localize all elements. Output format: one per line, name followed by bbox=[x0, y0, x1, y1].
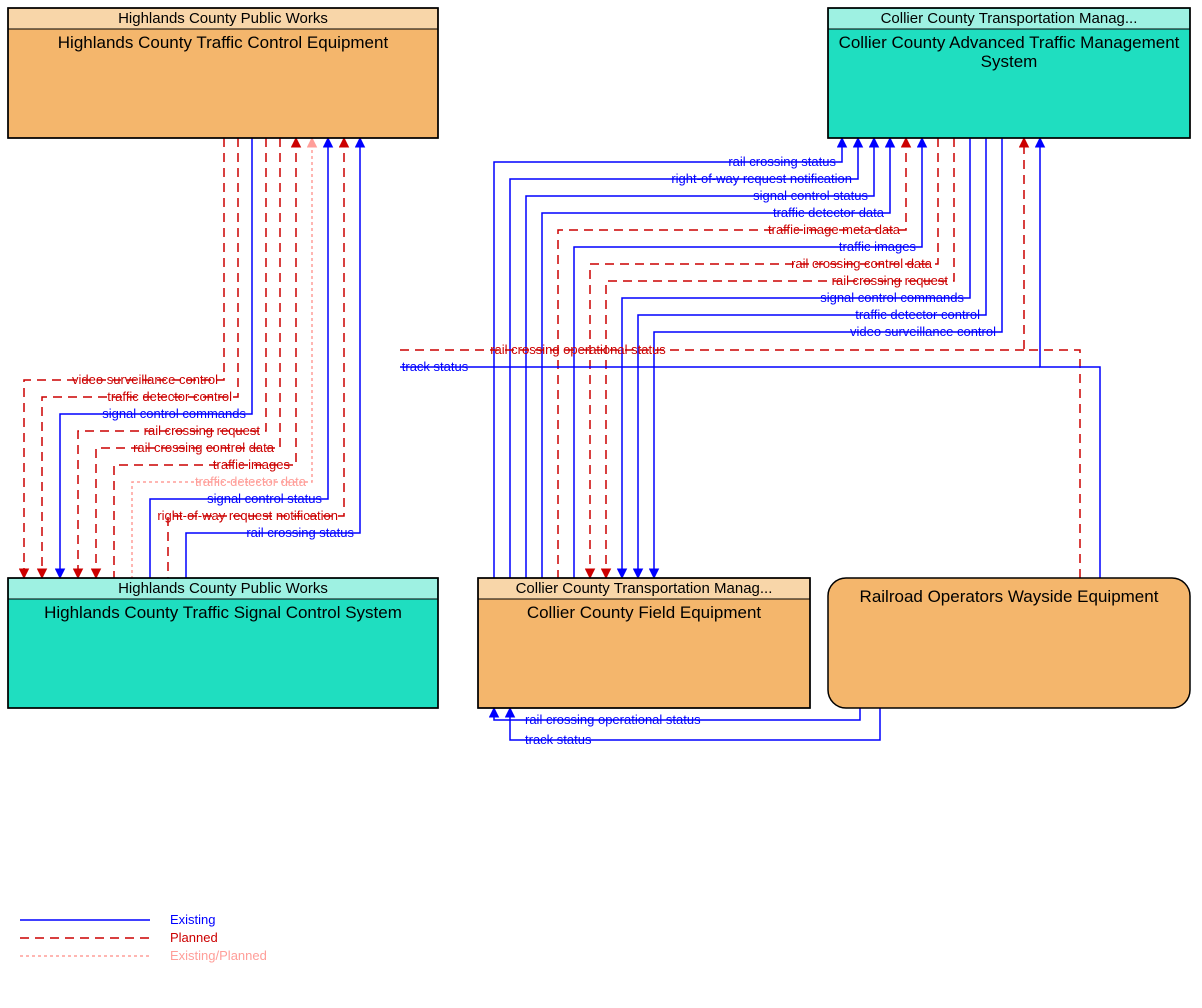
architecture-diagram: video surveillance control traffic detect… bbox=[0, 0, 1202, 1008]
svg-text:Highlands County Traffic Signa: Highlands County Traffic Signal Control … bbox=[44, 603, 402, 622]
svg-text:System: System bbox=[981, 52, 1038, 71]
legend-label: Planned bbox=[170, 930, 218, 945]
flow-label: right-of-way request notification bbox=[671, 171, 852, 186]
node-header: Collier County Transportation Manag... bbox=[881, 10, 1138, 27]
legend-label: Existing/Planned bbox=[170, 948, 267, 963]
flow: traffic detector data bbox=[542, 138, 890, 578]
node-collier_atms: Collier County Transportation Manag... Co… bbox=[828, 8, 1190, 138]
node-collier_field: Collier County Transportation Manag... Co… bbox=[478, 578, 810, 708]
flow-label: rail crossing operational status bbox=[490, 342, 666, 357]
flow-label: traffic detector control bbox=[855, 307, 980, 322]
svg-text:Collier County Advanced Traffi: Collier County Advanced Traffic Manageme… bbox=[839, 33, 1180, 52]
flow-label: right-of-way request notification bbox=[157, 508, 338, 523]
flow-label: traffic images bbox=[839, 239, 917, 254]
flow: rail crossing control data bbox=[590, 138, 938, 578]
flow: video surveillance control bbox=[654, 138, 1002, 578]
flow-label: rail crossing status bbox=[728, 154, 836, 169]
svg-text:Collier County Field Equipment: Collier County Field Equipment bbox=[527, 603, 762, 622]
flow-label: video surveillance control bbox=[850, 324, 996, 339]
flow-label: rail crossing request bbox=[832, 273, 949, 288]
flow-label: signal control status bbox=[753, 188, 868, 203]
flow-label: signal control status bbox=[207, 491, 322, 506]
flow: signal control status bbox=[526, 138, 874, 578]
node-header: Highlands County Public Works bbox=[118, 580, 328, 597]
node-highlands_signal: Highlands County Public Works Highlands C… bbox=[8, 578, 438, 708]
flow-label: traffic image meta data bbox=[768, 222, 901, 237]
flow: track status bbox=[400, 138, 1100, 578]
flow-label: traffic images bbox=[213, 457, 291, 472]
flow: right-of-way request notification bbox=[157, 138, 344, 578]
flow: signal control commands bbox=[622, 138, 970, 578]
flow-label: traffic detector control bbox=[107, 389, 232, 404]
flow-label: rail crossing request bbox=[144, 423, 261, 438]
node-highlands_equipment: Highlands County Public Works Highlands C… bbox=[8, 8, 438, 138]
legend-label: Existing bbox=[170, 912, 216, 927]
node-railroad_wayside: Railroad Operators Wayside Equipment bbox=[828, 578, 1190, 708]
svg-text:Railroad Operators Wayside Equ: Railroad Operators Wayside Equipment bbox=[860, 587, 1159, 606]
flow-label: rail crossing control data bbox=[133, 440, 275, 455]
flow-label: rail crossing operational status bbox=[525, 712, 701, 727]
flow: traffic image meta data bbox=[558, 138, 906, 578]
node-header: Highlands County Public Works bbox=[118, 10, 328, 27]
svg-text:Highlands County Traffic Contr: Highlands County Traffic Control Equipme… bbox=[58, 33, 389, 52]
flow: rail crossing operational status bbox=[400, 138, 1080, 578]
flow: traffic images bbox=[574, 138, 922, 578]
flow-label: rail crossing status bbox=[246, 525, 354, 540]
flow: rail crossing request bbox=[606, 138, 954, 578]
node-header: Collier County Transportation Manag... bbox=[516, 580, 773, 597]
flow: right-of-way request notification bbox=[510, 138, 858, 578]
flow: traffic detector control bbox=[638, 138, 986, 578]
flow-label: video surveillance control bbox=[72, 372, 218, 387]
flow-label: track status bbox=[525, 732, 592, 747]
flow: rail crossing operational status bbox=[494, 708, 860, 727]
flow-label: signal control commands bbox=[102, 406, 246, 421]
flow-label: traffic detector data bbox=[773, 205, 885, 220]
flow-label: rail crossing control data bbox=[791, 256, 933, 271]
flow-label: traffic detector data bbox=[195, 474, 307, 489]
flow: rail crossing status bbox=[494, 138, 842, 578]
flow-label: signal control commands bbox=[820, 290, 964, 305]
